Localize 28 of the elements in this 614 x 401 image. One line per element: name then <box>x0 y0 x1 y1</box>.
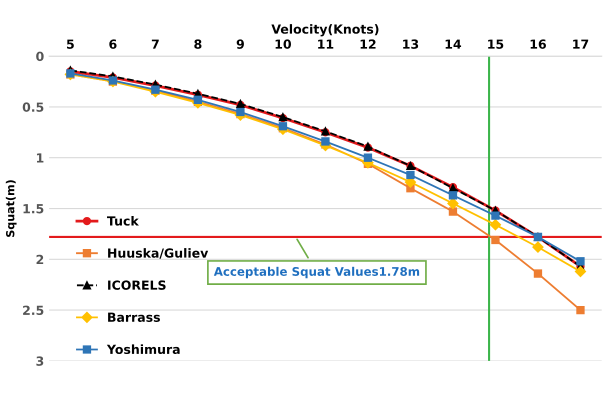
x-tick-label: 9 <box>236 39 244 49</box>
legend-label: ICORELS <box>108 280 166 290</box>
x-tick-label: 6 <box>109 39 117 49</box>
x-tick-label: 5 <box>66 40 74 49</box>
x-tick-label: 15 <box>488 40 504 49</box>
y-tick-label: 0.5 <box>22 102 44 112</box>
y-tick-label: 2 <box>36 254 44 264</box>
x-tick-label: 7 <box>152 40 159 49</box>
x-tick-label: 8 <box>194 39 202 49</box>
legend-label: Yoshimura <box>106 344 180 354</box>
x-tick-label: 12 <box>360 39 376 49</box>
annotation: Acceptable Squat Values1.78m <box>214 266 420 278</box>
x-tick-label: 10 <box>276 39 292 49</box>
y-axis-title: Squat(m) <box>6 180 17 237</box>
x-tick-label: 14 <box>446 40 462 49</box>
legend-label: Tuck <box>107 216 139 226</box>
x-tick-label: 16 <box>530 39 546 49</box>
x-tick-label: 11 <box>318 40 334 49</box>
y-tick-label: 3 <box>36 356 44 366</box>
y-tick-label: 1.5 <box>24 204 44 214</box>
x-tick-label: 17 <box>573 40 588 49</box>
y-tick-label: 0 <box>36 52 44 62</box>
x-tick-label: 13 <box>403 39 418 49</box>
y-tick-label: 2.5 <box>23 306 44 316</box>
legend-label: Huuska/Guliev <box>108 248 208 259</box>
legend-label: Barrass <box>108 312 160 322</box>
y-tick-label: 1 <box>36 153 44 162</box>
x-axis-title: Velocity(Knots) <box>271 24 378 36</box>
